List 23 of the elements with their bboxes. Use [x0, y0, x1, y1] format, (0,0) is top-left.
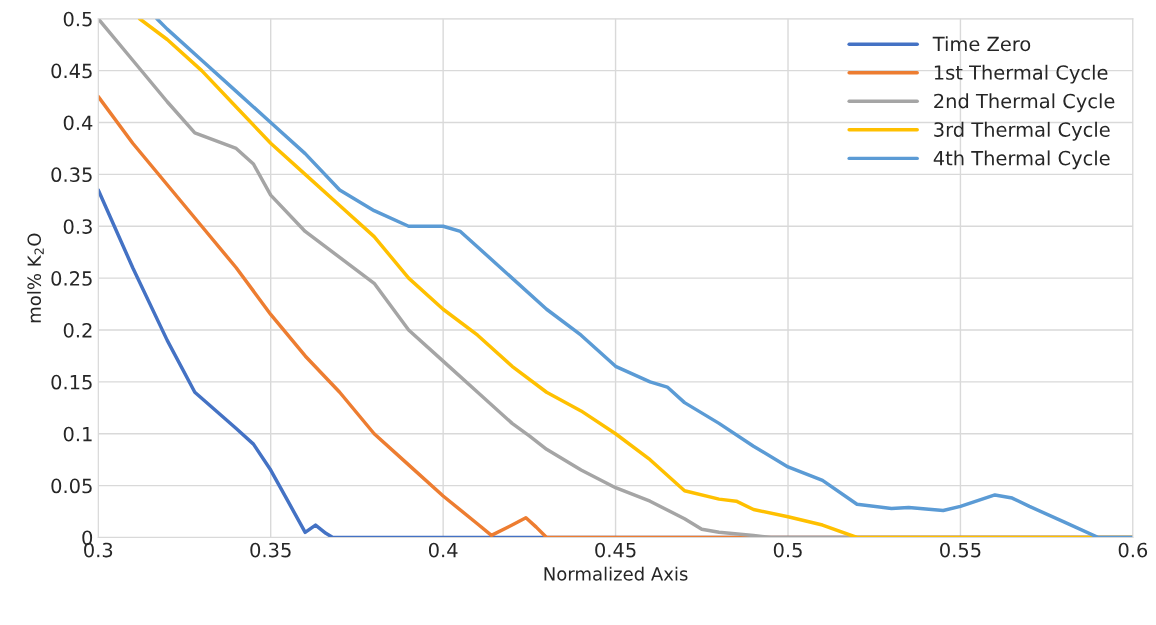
legend-label: 1st Thermal Cycle	[934, 64, 1108, 84]
x-tick-label: 0.35	[250, 542, 291, 558]
y-tick-label: 0.25	[51, 271, 92, 286]
legend-label: 4th Thermal Cycle	[933, 150, 1110, 170]
x-tick-label: 0.5	[773, 542, 802, 558]
y-tick-label: 0.4	[63, 115, 93, 131]
x-tick-label: 0.4	[428, 542, 458, 558]
y-tick-label: 0.15	[51, 374, 92, 390]
y-tick-label: 0.2	[63, 322, 92, 338]
x-tick-label: 0.6	[1118, 542, 1148, 558]
legend-label: 3rd Thermal Cycle	[934, 121, 1110, 141]
legend-label: Time Zero	[932, 36, 1031, 52]
x-axis-title: Normalized Axis	[544, 566, 688, 581]
y-tick-label: 0.05	[51, 478, 92, 494]
y-tick-label: 0.3	[63, 219, 92, 234]
y-tick-label: 0.1	[63, 426, 92, 442]
x-tick-label: 0.45	[595, 542, 636, 558]
y-tick-label: 0.35	[51, 167, 92, 183]
legend-label: 2nd Thermal Cycle	[934, 93, 1115, 113]
y-axis-title: mol% K$_{2}$O	[27, 233, 44, 323]
y-tick-label: 0.5	[63, 11, 92, 27]
y-tick-label: 0.45	[51, 63, 92, 79]
x-tick-label: 0.55	[940, 542, 981, 558]
